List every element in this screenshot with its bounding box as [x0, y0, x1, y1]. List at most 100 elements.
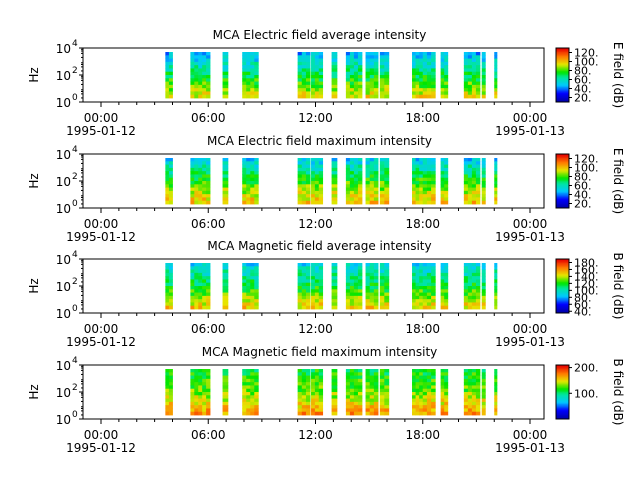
heatmap-cell	[463, 88, 469, 92]
heatmap-cell	[431, 286, 436, 290]
heatmap-cell	[481, 81, 486, 86]
heatmap-cell	[444, 272, 449, 277]
heatmap-cell	[422, 55, 428, 59]
heatmap-cell	[297, 388, 303, 393]
heatmap-cell	[440, 263, 445, 267]
heatmap-cell	[318, 263, 324, 267]
heatmap-cell	[481, 181, 486, 185]
heatmap-cell	[349, 65, 355, 69]
heatmap-cell	[412, 61, 416, 66]
heatmap-cell	[206, 385, 211, 390]
heatmap-cell	[206, 200, 211, 205]
heatmap-cell	[242, 75, 247, 79]
heatmap-cell	[422, 164, 428, 169]
heatmap-cell	[165, 167, 170, 172]
x-tick-label: 00:00	[84, 217, 119, 231]
heatmap-cell	[426, 190, 432, 195]
heatmap-cell	[311, 266, 316, 270]
heatmap-cell	[297, 408, 303, 413]
heatmap-cell	[365, 395, 371, 399]
heatmap-cell	[254, 190, 259, 195]
heatmap-cell	[301, 369, 307, 373]
heatmap-cell	[222, 200, 229, 205]
heatmap-cell	[471, 302, 477, 307]
heatmap-cell	[412, 184, 416, 188]
heatmap-cell	[305, 276, 311, 280]
heatmap-cell	[314, 305, 320, 310]
x-tick-label: 06:00	[191, 217, 226, 231]
colorbar: 20.40.60.80.100.120. E field (dB)	[555, 42, 625, 108]
heatmap-cell	[373, 282, 379, 287]
heatmap-cell	[254, 272, 259, 277]
heatmap-cell	[365, 289, 371, 293]
heatmap-cell	[379, 167, 385, 172]
heatmap-cell	[467, 401, 473, 406]
heatmap-cell	[373, 167, 379, 172]
heatmap-cell	[384, 71, 390, 76]
heatmap-cell	[481, 305, 486, 310]
heatmap-cell	[331, 164, 338, 169]
heatmap-cell	[345, 286, 351, 290]
heatmap-cell	[318, 200, 324, 205]
heatmap-cell	[246, 408, 251, 413]
heatmap-cell	[198, 58, 203, 63]
heatmap-cell	[494, 286, 498, 290]
heatmap-cell	[373, 378, 379, 383]
heatmap-cell	[202, 385, 207, 390]
heatmap-cell	[190, 61, 195, 66]
heatmap-cell	[165, 194, 170, 198]
heatmap-cell	[444, 171, 449, 175]
colorbar-step	[556, 50, 569, 53]
x-tick-label: 00:00	[513, 111, 548, 125]
heatmap-cell	[222, 181, 229, 185]
heatmap-cell	[426, 55, 432, 59]
heatmap-cell	[431, 269, 436, 274]
heatmap-cell	[384, 52, 390, 56]
heatmap-cell	[463, 263, 469, 267]
heatmap-cell	[331, 299, 338, 303]
heatmap-cell	[431, 177, 436, 182]
heatmap-cell	[412, 181, 416, 185]
heatmap-cell	[481, 302, 486, 307]
colorbar-step	[556, 66, 569, 69]
heatmap-cell	[369, 200, 375, 205]
colorbar-tick-label: 100.	[574, 284, 599, 297]
heatmap-cell	[222, 167, 229, 172]
heatmap-cell	[481, 378, 486, 383]
heatmap-cell	[471, 174, 477, 179]
heatmap-cell	[198, 395, 203, 399]
heatmap-cell	[314, 65, 320, 69]
heatmap-cell	[353, 282, 359, 287]
heatmap-cell	[471, 272, 477, 277]
heatmap-cell	[331, 411, 338, 416]
heatmap-cell	[305, 91, 311, 96]
heatmap-cell	[494, 392, 498, 396]
heatmap-cell	[297, 200, 303, 205]
heatmap-cell	[475, 305, 481, 310]
heatmap-cell	[194, 94, 199, 99]
heatmap-cell	[379, 398, 385, 403]
heatmap-cell	[431, 55, 436, 59]
heatmap-cell	[440, 385, 445, 390]
heatmap-cell	[202, 200, 207, 205]
colorbar-step	[556, 176, 569, 179]
heatmap-cell	[419, 408, 424, 413]
heatmap-cell	[422, 161, 428, 165]
heatmap-cell	[467, 392, 473, 396]
heatmap-cell	[331, 184, 338, 188]
heatmap-cell	[494, 184, 498, 188]
heatmap-cell	[373, 408, 379, 413]
heatmap-cell	[426, 174, 432, 179]
colorbar-step	[556, 416, 569, 419]
heatmap-cell	[190, 58, 195, 63]
heatmap-cell	[194, 385, 199, 390]
heatmap-cell	[202, 375, 207, 380]
heatmap-cell	[463, 375, 469, 380]
heatmap-cell	[194, 174, 199, 179]
heatmap-cell	[202, 405, 207, 409]
heatmap-cell	[314, 177, 320, 182]
heatmap-cell	[384, 177, 390, 182]
heatmap-cell	[426, 94, 432, 99]
heatmap-cell	[297, 282, 303, 287]
colorbar-frame	[555, 153, 570, 209]
